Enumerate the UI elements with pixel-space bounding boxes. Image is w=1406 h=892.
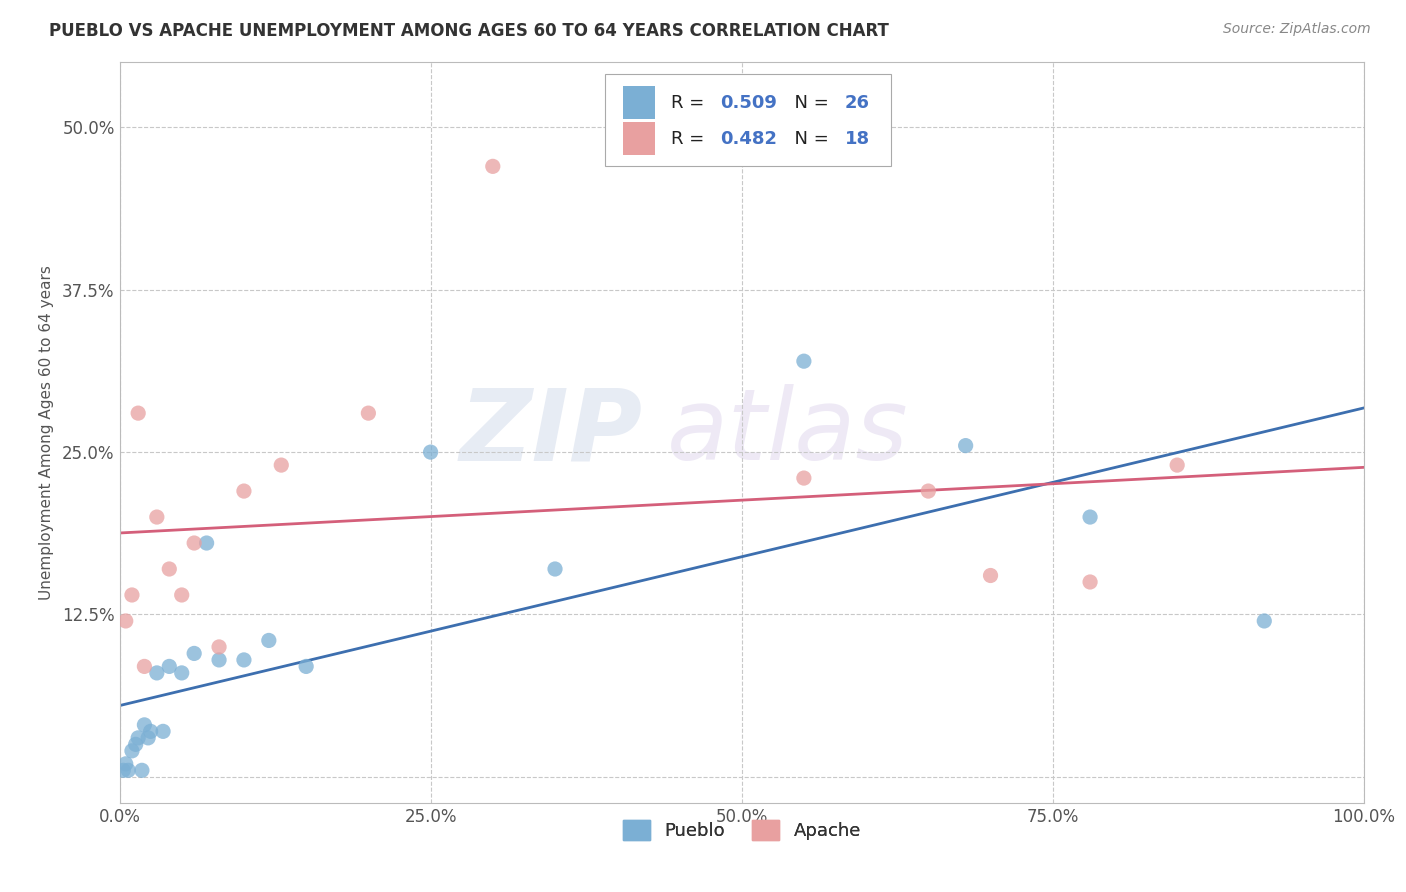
Point [955, 439, 977, 453]
Text: Source: ZipAtlas.com: Source: ZipAtlas.com [1223, 22, 1371, 37]
Point [114, 614, 136, 628]
Y-axis label: Unemployment Among Ages 60 to 64 years: Unemployment Among Ages 60 to 64 years [39, 265, 53, 600]
Point [134, 718, 156, 732]
Point [233, 653, 256, 667]
Point [233, 484, 256, 499]
Legend: Pueblo, Apache: Pueblo, Apache [613, 812, 870, 849]
Text: 26: 26 [845, 94, 870, 112]
Text: ZIP: ZIP [460, 384, 643, 481]
FancyBboxPatch shape [605, 73, 891, 166]
Text: R =: R = [671, 94, 710, 112]
Text: R =: R = [671, 129, 710, 147]
Point [114, 756, 136, 771]
Point [917, 484, 939, 499]
Text: 0.509: 0.509 [720, 94, 778, 112]
Point [112, 764, 135, 778]
Point [157, 562, 180, 576]
FancyBboxPatch shape [623, 122, 655, 155]
Point [183, 647, 205, 661]
Point [1078, 510, 1101, 524]
Point [357, 406, 380, 420]
Point [793, 471, 815, 485]
Point [257, 633, 280, 648]
Text: PUEBLO VS APACHE UNEMPLOYMENT AMONG AGES 60 TO 64 YEARS CORRELATION CHART: PUEBLO VS APACHE UNEMPLOYMENT AMONG AGES… [49, 22, 889, 40]
Point [170, 588, 193, 602]
Point [183, 536, 205, 550]
Point [208, 640, 231, 654]
Point [125, 737, 148, 751]
Point [134, 659, 156, 673]
Point [136, 731, 159, 745]
Point [270, 458, 292, 472]
Point [121, 588, 143, 602]
Point [295, 659, 318, 673]
Point [146, 510, 169, 524]
Point [544, 562, 567, 576]
Point [146, 665, 169, 680]
Point [979, 568, 1001, 582]
Point [793, 354, 815, 368]
Point [419, 445, 441, 459]
Point [170, 665, 193, 680]
Text: N =: N = [783, 129, 834, 147]
Point [139, 724, 162, 739]
Point [152, 724, 174, 739]
Point [1078, 574, 1101, 589]
Point [1253, 614, 1275, 628]
Point [208, 653, 231, 667]
Point [131, 764, 153, 778]
Text: N =: N = [783, 94, 834, 112]
Point [1166, 458, 1188, 472]
Point [127, 731, 149, 745]
Point [195, 536, 218, 550]
Point [127, 406, 149, 420]
Point [117, 764, 139, 778]
FancyBboxPatch shape [623, 87, 655, 120]
Point [157, 659, 180, 673]
Text: 0.482: 0.482 [720, 129, 778, 147]
Point [481, 159, 505, 173]
Text: atlas: atlas [666, 384, 908, 481]
Point [121, 744, 143, 758]
Text: 18: 18 [845, 129, 870, 147]
